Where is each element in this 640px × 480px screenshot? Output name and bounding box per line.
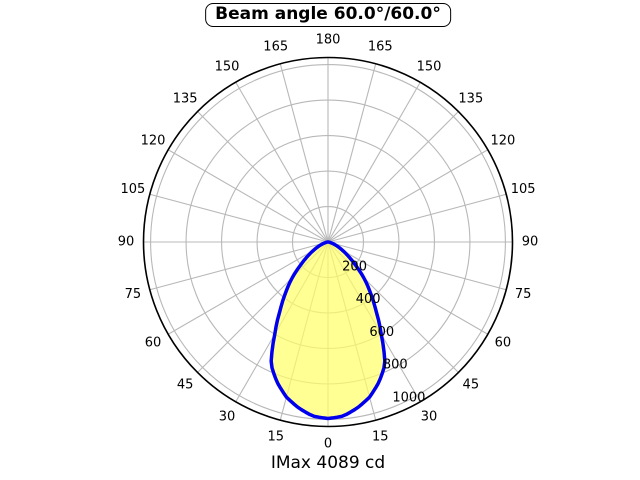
- polar-outline: [142, 56, 514, 428]
- grid-spoke: [327, 241, 507, 291]
- chart-title-box: Beam angle 60.0°/60.0°: [205, 3, 451, 27]
- angle-tick-label: 15: [372, 430, 389, 445]
- angle-tick-label: 120: [491, 134, 516, 149]
- angle-tick-label: 0: [324, 437, 332, 452]
- angle-tick-label: 105: [120, 182, 145, 197]
- r-tick-label: 1000: [392, 390, 425, 405]
- angle-tick-label: 30: [219, 409, 236, 424]
- r-tick-label: 200: [342, 259, 367, 274]
- grid-spoke: [327, 193, 507, 243]
- angle-tick-label: 150: [215, 60, 240, 75]
- angle-tick-label: 120: [141, 134, 166, 149]
- grid-spoke: [149, 241, 329, 291]
- angle-tick-label: 165: [368, 39, 393, 54]
- grid-spoke: [235, 81, 329, 243]
- angle-tick-label: 180: [316, 33, 341, 48]
- angle-tick-label: 135: [458, 92, 483, 107]
- angle-tick-label: 75: [125, 287, 142, 302]
- angle-tick-label: 90: [522, 235, 539, 250]
- angle-tick-label: 45: [177, 377, 194, 392]
- angle-tick-label: 75: [515, 287, 532, 302]
- angle-tick-label: 150: [417, 60, 442, 75]
- angle-tick-label: 45: [463, 377, 480, 392]
- r-tick-label: 800: [383, 358, 408, 373]
- grid-spoke: [327, 241, 489, 335]
- angle-tick-label: 165: [263, 39, 288, 54]
- angle-tick-label: 60: [495, 336, 512, 351]
- r-tick-label: 600: [369, 325, 394, 340]
- grid-spoke: [149, 193, 329, 243]
- angle-tick-label: 60: [145, 336, 162, 351]
- r-tick-label: 400: [356, 292, 381, 307]
- grid-spoke: [327, 81, 421, 243]
- imax-label: IMax 4089 cd: [270, 453, 386, 473]
- beam-intensity-curve: [269, 240, 387, 421]
- angle-tick-label: 90: [118, 235, 135, 250]
- angle-tick-label: 105: [511, 182, 536, 197]
- angle-tick-label: 15: [267, 430, 284, 445]
- angle-tick-label: 30: [421, 409, 438, 424]
- grid-spoke: [167, 149, 329, 243]
- angle-tick-label: 135: [173, 92, 198, 107]
- grid-spoke: [279, 63, 329, 243]
- grid-spoke: [327, 63, 377, 243]
- grid-spoke: [167, 241, 329, 335]
- chart-title: Beam angle 60.0°/60.0°: [215, 4, 441, 24]
- grid-spoke: [327, 149, 489, 243]
- grid-spoke: [197, 111, 329, 243]
- grid-spoke: [327, 111, 459, 243]
